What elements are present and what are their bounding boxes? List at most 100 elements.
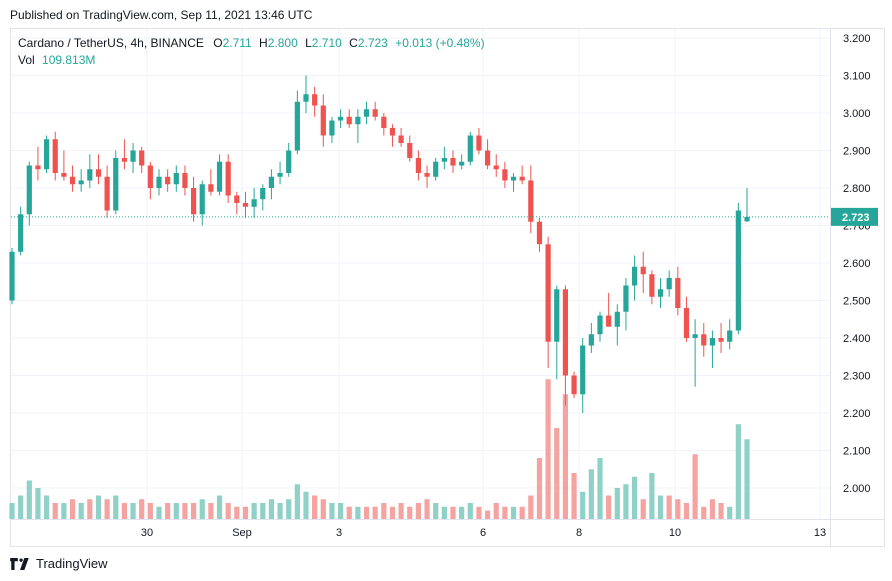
y-tick-label: 2.600 (843, 258, 871, 270)
legend-open-label: O (213, 36, 223, 50)
candle-body (433, 161, 439, 177)
candle-body (709, 338, 716, 346)
volume-bar (156, 506, 162, 519)
candle-body (657, 289, 664, 297)
volume-bar (484, 510, 491, 519)
volume-bar (459, 506, 465, 519)
x-tick-label: 3 (336, 527, 342, 539)
volume-bar (588, 469, 594, 519)
volume-bar (303, 491, 309, 519)
volume-bar (562, 394, 569, 519)
volume-bar (744, 439, 750, 519)
candle-body (346, 116, 352, 125)
volume-bar (580, 491, 586, 519)
candle-body (614, 311, 620, 327)
volume-bar (727, 506, 733, 519)
candle-body (580, 345, 586, 395)
legend-high-label: H (259, 36, 268, 50)
candle-body (208, 184, 214, 192)
volume-bar (139, 499, 145, 519)
candle-body (69, 176, 76, 185)
candle-body (147, 165, 153, 188)
volume-bar (355, 506, 361, 519)
candle-body (450, 158, 456, 166)
legend-volume-row: Vol 109.813M (18, 52, 485, 69)
candle-body (260, 188, 266, 200)
footer[interactable]: TradingView (10, 556, 108, 571)
y-tick-label: 3.000 (843, 108, 871, 120)
y-tick-label: 2.300 (843, 371, 871, 383)
candle-body (242, 203, 249, 207)
candle-body (675, 278, 681, 308)
volume-bar (441, 506, 447, 519)
volume-bar (165, 503, 171, 519)
volume-bar (337, 503, 344, 519)
candle-body (389, 128, 396, 136)
volume-bar (225, 503, 231, 519)
candle-body (234, 195, 240, 203)
candle-body (121, 158, 128, 162)
candle-body (424, 173, 430, 177)
candle-body (571, 375, 577, 395)
volume-bar (43, 495, 50, 519)
volume-bar (528, 495, 534, 519)
volume-bar (69, 499, 76, 519)
volume-bar (277, 503, 283, 519)
volume-bar (623, 484, 629, 519)
volume-bar (372, 506, 378, 519)
volume-bar (519, 506, 525, 519)
x-tick-label: 13 (814, 527, 826, 539)
candle-body (727, 330, 733, 342)
chart-legend: Cardano / TetherUS, 4h, BINANCE O2.711 H… (18, 35, 485, 69)
candle-body (666, 278, 672, 290)
volume-bar (649, 473, 655, 519)
candle-body (87, 169, 93, 181)
candle-body (545, 244, 551, 342)
candle-body (476, 135, 482, 151)
candle-body (562, 289, 569, 376)
y-tick-label: 2.900 (843, 146, 871, 158)
x-tick-label: Sep (232, 527, 252, 539)
volume-bar (173, 503, 179, 519)
candle-body (398, 135, 404, 143)
y-tick-label: 3.200 (843, 33, 871, 45)
candle-body (502, 169, 508, 181)
candle-body (441, 158, 447, 162)
candle-body (597, 315, 603, 335)
volume-bar (536, 458, 543, 519)
candle-body (649, 274, 655, 297)
candle-body (78, 180, 84, 185)
volume-bar (35, 488, 41, 519)
volume-bar (657, 495, 664, 519)
volume-bar (389, 506, 396, 519)
volume-bar (147, 503, 153, 519)
candle-body (182, 173, 188, 188)
candle-body (95, 169, 102, 177)
candle-body (199, 184, 205, 215)
volume-bar (597, 458, 603, 519)
volume-bar (52, 503, 58, 519)
legend-close-label: C (349, 36, 358, 50)
volume-bar (95, 495, 102, 519)
volume-bar (294, 484, 300, 519)
candle-body (9, 251, 15, 301)
legend-high-value: 2.800 (267, 36, 298, 50)
volume-bar (692, 454, 698, 519)
volume-bar (709, 499, 716, 519)
candle-body (35, 165, 41, 170)
candle-body (528, 180, 534, 222)
x-tick-label: 6 (480, 527, 486, 539)
candle-body (519, 176, 525, 181)
volume-bar (701, 506, 707, 519)
volume-bar (683, 503, 690, 519)
y-tick-label: 2.500 (843, 296, 871, 308)
volume-bar (121, 503, 128, 519)
volume-bar (18, 495, 24, 519)
legend-low-value: 2.710 (311, 36, 342, 50)
candle-body (303, 94, 309, 102)
candle-body (415, 158, 422, 173)
x-tick-label: 10 (669, 527, 681, 539)
candle-body (510, 176, 517, 181)
legend-low-label: L (305, 36, 312, 50)
